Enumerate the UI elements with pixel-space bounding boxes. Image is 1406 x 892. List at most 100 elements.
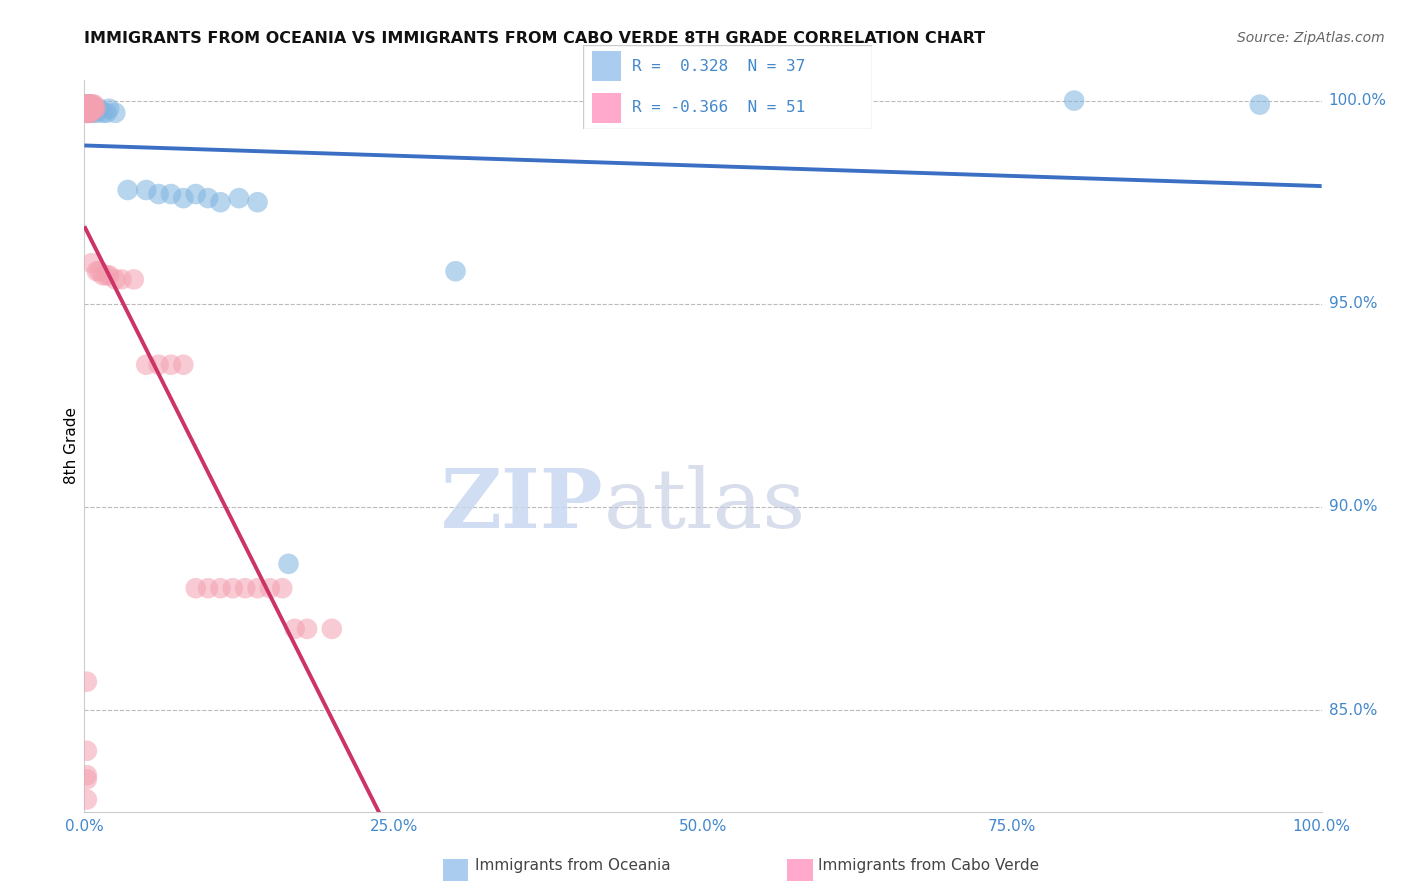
Point — [79, 102, 101, 116]
Point — [75, 102, 97, 116]
Point — [197, 191, 219, 205]
Point — [80, 102, 103, 116]
Text: 100.0%: 100.0% — [1329, 93, 1386, 108]
Point — [233, 581, 256, 595]
Point — [75, 105, 97, 120]
Point — [84, 102, 107, 116]
Point — [83, 102, 105, 116]
Point — [184, 581, 207, 595]
Point — [295, 622, 318, 636]
Point — [228, 191, 250, 205]
FancyBboxPatch shape — [787, 859, 813, 881]
Text: Source: ZipAtlas.com: Source: ZipAtlas.com — [1237, 31, 1385, 45]
Point — [76, 105, 98, 120]
Point — [82, 102, 104, 116]
Point — [76, 792, 98, 806]
Point — [79, 105, 101, 120]
Point — [77, 102, 100, 116]
Point — [77, 97, 100, 112]
FancyBboxPatch shape — [592, 93, 621, 122]
Text: IMMIGRANTS FROM OCEANIA VS IMMIGRANTS FROM CABO VERDE 8TH GRADE CORRELATION CHAR: IMMIGRANTS FROM OCEANIA VS IMMIGRANTS FR… — [84, 31, 986, 46]
Point — [271, 581, 294, 595]
Point — [246, 581, 269, 595]
Point — [184, 187, 207, 202]
Text: Immigrants from Cabo Verde: Immigrants from Cabo Verde — [818, 858, 1039, 872]
Point — [284, 622, 307, 636]
FancyBboxPatch shape — [592, 52, 621, 81]
Text: 95.0%: 95.0% — [1329, 296, 1376, 311]
Point — [79, 97, 101, 112]
Point — [79, 105, 101, 120]
Point — [96, 268, 118, 283]
Point — [96, 105, 118, 120]
Point — [98, 102, 121, 116]
Point — [76, 674, 98, 689]
Point — [91, 268, 114, 283]
Text: 85.0%: 85.0% — [1329, 703, 1376, 718]
Point — [80, 256, 103, 270]
Point — [209, 581, 232, 595]
Point — [259, 581, 281, 595]
Point — [79, 102, 101, 116]
Point — [1063, 94, 1085, 108]
Point — [76, 97, 98, 112]
Point — [75, 97, 97, 112]
Point — [135, 358, 157, 372]
FancyBboxPatch shape — [443, 859, 468, 881]
Point — [222, 581, 245, 595]
Y-axis label: 8th Grade: 8th Grade — [63, 408, 79, 484]
Point — [148, 187, 170, 202]
Point — [89, 102, 111, 116]
Point — [83, 102, 105, 116]
Point — [172, 358, 194, 372]
Point — [76, 102, 98, 116]
Point — [76, 744, 98, 758]
Point — [246, 195, 269, 210]
Point — [444, 264, 467, 278]
Point — [79, 97, 101, 112]
Point — [76, 97, 98, 112]
Point — [122, 272, 145, 286]
Point — [91, 105, 114, 120]
Point — [172, 191, 194, 205]
Point — [76, 105, 98, 120]
Point — [79, 97, 101, 112]
Point — [83, 97, 105, 112]
Point — [86, 105, 108, 120]
Point — [80, 97, 103, 112]
Text: Immigrants from Oceania: Immigrants from Oceania — [475, 858, 671, 872]
Point — [277, 557, 299, 571]
Point — [75, 102, 97, 116]
Point — [75, 97, 97, 112]
Point — [80, 102, 103, 116]
Point — [104, 272, 127, 286]
Text: ZIP: ZIP — [441, 465, 605, 544]
Point — [321, 622, 343, 636]
Point — [79, 97, 101, 112]
Point — [76, 768, 98, 782]
Point — [160, 358, 183, 372]
Point — [98, 268, 121, 283]
Point — [79, 102, 101, 116]
Point — [160, 187, 183, 202]
Point — [79, 105, 101, 120]
Text: atlas: atlas — [605, 465, 806, 544]
Point — [76, 772, 98, 787]
Point — [197, 581, 219, 595]
Text: R = -0.366  N = 51: R = -0.366 N = 51 — [633, 100, 806, 115]
Point — [77, 97, 100, 112]
Point — [82, 97, 104, 112]
Point — [110, 272, 132, 286]
Point — [148, 358, 170, 372]
FancyBboxPatch shape — [583, 45, 872, 129]
Point — [77, 105, 100, 120]
Point — [77, 105, 100, 120]
Point — [77, 102, 100, 116]
Point — [117, 183, 139, 197]
Point — [82, 105, 104, 120]
Text: R =  0.328  N = 37: R = 0.328 N = 37 — [633, 59, 806, 74]
Point — [89, 264, 111, 278]
Point — [76, 102, 98, 116]
Point — [104, 105, 127, 120]
Point — [86, 264, 108, 278]
